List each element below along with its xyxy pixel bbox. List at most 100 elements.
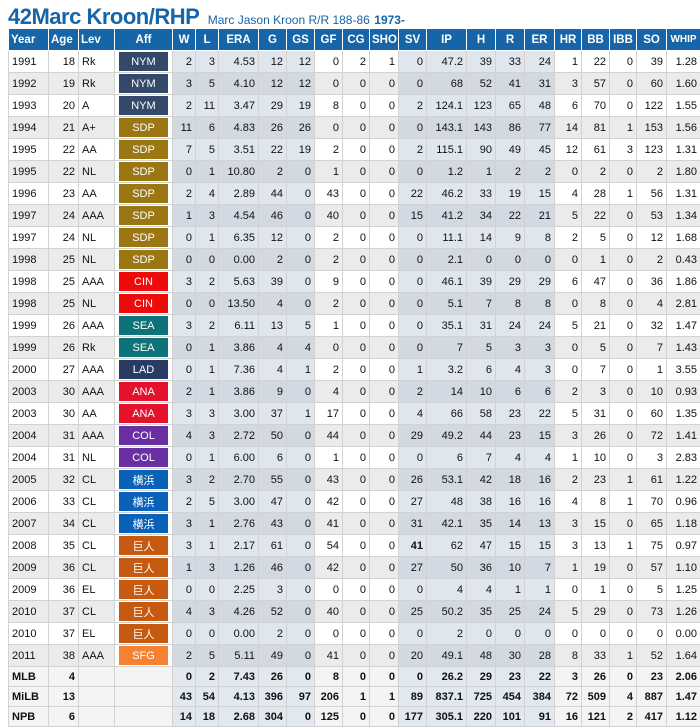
cell-ip: 3.2 [427, 359, 467, 381]
cell-year: 2009 [9, 579, 49, 601]
cell-r: 0 [496, 249, 525, 271]
cell-hr: 2 [555, 227, 582, 249]
cell-era: 10.80 [219, 161, 259, 183]
cell-er: 16 [525, 469, 555, 491]
cell-r: 29 [496, 271, 525, 293]
cell-lev: AAA [79, 381, 115, 403]
cell-ip: 35.1 [427, 315, 467, 337]
cell-age: 20 [49, 95, 79, 117]
cell-so: 2 [637, 161, 667, 183]
cell-sv: 27 [399, 557, 427, 579]
cell-er: 3 [525, 337, 555, 359]
cell-age: 36 [49, 579, 79, 601]
cell-ibb: 0 [610, 271, 637, 293]
cell-ip: 2.1 [427, 249, 467, 271]
cell-hr: 4 [555, 183, 582, 205]
cell-ip: 50.2 [427, 601, 467, 623]
cell-so: 5 [637, 579, 667, 601]
cell-r: 4 [496, 447, 525, 469]
cell-g: 26 [259, 667, 287, 687]
cell-so: 72 [637, 425, 667, 447]
cell-year: 2004 [9, 425, 49, 447]
cell-cg: 0 [343, 535, 370, 557]
cell-l: 5 [196, 645, 219, 667]
cell-era: 4.26 [219, 601, 259, 623]
cell-w: 7 [173, 139, 196, 161]
cell-gf: 0 [315, 73, 343, 95]
cell-l: 2 [196, 469, 219, 491]
cell-ibb: 2 [610, 707, 637, 727]
cell-whip: 1.28 [667, 51, 700, 73]
cell-ip: 49.1 [427, 645, 467, 667]
cell-g: 12 [259, 73, 287, 95]
cell-l: 2 [196, 667, 219, 687]
cell-so: 70 [637, 491, 667, 513]
cell-sho: 0 [370, 469, 399, 491]
cell-year: 1998 [9, 249, 49, 271]
cell-cg: 0 [343, 403, 370, 425]
cell-whip: 1.31 [667, 139, 700, 161]
cell-cg: 0 [343, 645, 370, 667]
cell-gf: 206 [315, 687, 343, 707]
cell-aff: CIN [115, 271, 173, 293]
cell-hr: 0 [555, 249, 582, 271]
cell-r: 22 [496, 205, 525, 227]
cell-gs: 0 [287, 513, 315, 535]
cell-cg: 0 [343, 623, 370, 645]
cell-lev: CL [79, 491, 115, 513]
column-header-whip: WHIP [667, 29, 700, 51]
column-header-r: R [496, 29, 525, 51]
cell-hr: 5 [555, 205, 582, 227]
cell-ip: 49.2 [427, 425, 467, 447]
cell-ip: 50 [427, 557, 467, 579]
cell-ip: 11.1 [427, 227, 467, 249]
cell-aff: 巨人 [115, 557, 173, 579]
cell-gs: 0 [287, 667, 315, 687]
column-header-h: H [467, 29, 496, 51]
cell-sho: 0 [370, 707, 399, 727]
cell-hr: 5 [555, 601, 582, 623]
cell-year: 2006 [9, 491, 49, 513]
cell-gs: 0 [287, 707, 315, 727]
cell-gf: 44 [315, 425, 343, 447]
cell-aff: SFG [115, 645, 173, 667]
cell-hr: 2 [555, 469, 582, 491]
cell-aff: SDP [115, 205, 173, 227]
cell-aff [115, 667, 173, 687]
cell-ibb: 0 [610, 601, 637, 623]
cell-aff [115, 707, 173, 727]
cell-g: 49 [259, 645, 287, 667]
cell-bb: 1 [582, 249, 610, 271]
cell-sv: 0 [399, 315, 427, 337]
cell-aff: SDP [115, 117, 173, 139]
cell-year: 2000 [9, 359, 49, 381]
cell-sho: 0 [370, 579, 399, 601]
cell-bb: 47 [582, 271, 610, 293]
cell-ibb: 0 [610, 557, 637, 579]
cell-hr: 2 [555, 381, 582, 403]
cell-year: 1992 [9, 73, 49, 95]
cell-era: 3.47 [219, 95, 259, 117]
cell-bb: 5 [582, 337, 610, 359]
cell-er: 7 [525, 557, 555, 579]
cell-ip: 68 [427, 73, 467, 95]
cell-gf: 17 [315, 403, 343, 425]
cell-era: 5.11 [219, 645, 259, 667]
cell-cg: 0 [343, 73, 370, 95]
column-header-ip: IP [427, 29, 467, 51]
cell-hr: 4 [555, 491, 582, 513]
cell-gf: 8 [315, 667, 343, 687]
cell-lev: CL [79, 469, 115, 491]
cell-h: 14 [467, 227, 496, 249]
cell-age: 34 [49, 513, 79, 535]
cell-cg: 0 [343, 271, 370, 293]
cell-w: 0 [173, 293, 196, 315]
cell-gf: 41 [315, 645, 343, 667]
cell-sv: 1 [399, 359, 427, 381]
column-header-gf: GF [315, 29, 343, 51]
cell-whip: 1.35 [667, 403, 700, 425]
cell-er: 15 [525, 425, 555, 447]
